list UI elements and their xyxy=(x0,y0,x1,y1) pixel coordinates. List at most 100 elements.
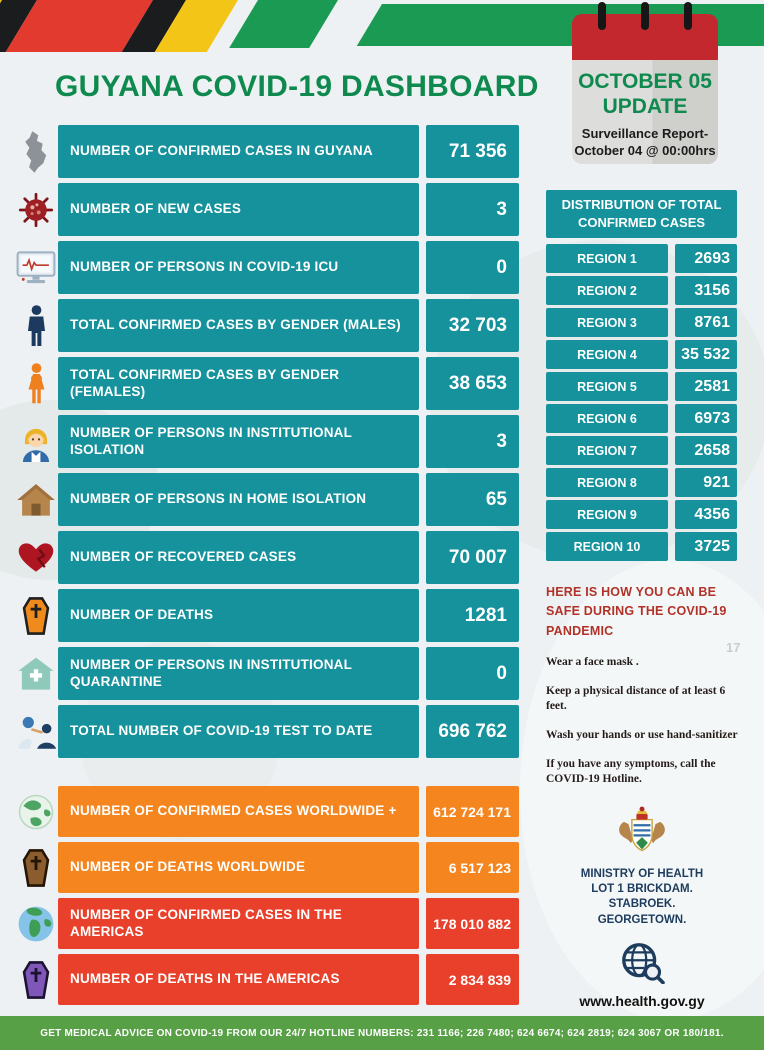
stat-label: TOTAL NUMBER OF COVID-19 TEST TO DATE xyxy=(58,705,419,758)
region-name: REGION 5 xyxy=(546,372,668,401)
region-name: REGION 8 xyxy=(546,468,668,497)
safety-tip: Keep a physical distance of at least 6 f… xyxy=(546,685,726,712)
stat-row: NUMBER OF CONFIRMED CASES IN GUYANA 71 3… xyxy=(14,125,519,178)
world-stat-value: 612 724 171 xyxy=(426,786,519,837)
region-name: REGION 2 xyxy=(546,276,668,305)
world-stat-label: NUMBER OF DEATHS WORLDWIDE xyxy=(58,842,419,893)
safety-section: HERE IS HOW YOU CAN BE SAFE DURING THE C… xyxy=(546,583,742,801)
coat-of-arms-icon xyxy=(615,806,669,863)
stat-value: 1281 xyxy=(426,589,519,642)
region-name: REGION 9 xyxy=(546,500,668,529)
calendar-note-line1: Surveillance Report- xyxy=(581,126,709,142)
hotline-bar: GET MEDICAL ADVICE ON COVID-19 FROM OUR … xyxy=(0,1016,764,1050)
stat-label: TOTAL CONFIRMED CASES BY GENDER (MALES) xyxy=(58,299,419,352)
region-name: REGION 10 xyxy=(546,532,668,561)
globe-green-icon xyxy=(14,794,58,830)
world-stat-value: 6 517 123 xyxy=(426,842,519,893)
stat-label: NUMBER OF PERSONS IN INSTITUTIONAL QUARA… xyxy=(58,647,419,700)
region-name: REGION 4 xyxy=(546,340,668,369)
region-name: REGION 6 xyxy=(546,404,668,433)
flag-stripe-green xyxy=(229,0,338,48)
region-row: REGION 6 6973 xyxy=(546,404,737,433)
ministry-address-line: MINISTRY OF HEALTH xyxy=(580,868,704,880)
region-name: REGION 1 xyxy=(546,244,668,273)
region-row: REGION 2 3156 xyxy=(546,276,737,305)
stat-value: 696 762 xyxy=(426,705,519,758)
calendar-pin-icon xyxy=(641,2,649,30)
hotline-text: GET MEDICAL ADVICE ON COVID-19 FROM OUR … xyxy=(40,1027,724,1039)
stat-value: 70 007 xyxy=(426,531,519,584)
safety-tip: Wash your hands or use hand-sanitizer xyxy=(546,728,738,741)
region-value: 921 xyxy=(675,468,737,497)
world-stat-value: 178 010 882 xyxy=(426,898,519,949)
ministry-address-line: GEORGETOWN. xyxy=(597,913,687,926)
safety-tips-list: Wear a face mask . Keep a physical dista… xyxy=(546,655,742,787)
world-stat-row: NUMBER OF DEATHS IN THE AMERICAS 2 834 8… xyxy=(14,954,519,1005)
stat-label: NUMBER OF DEATHS xyxy=(58,589,419,642)
safety-tip: If you have any symptoms, call the COVID… xyxy=(546,757,716,785)
calendar-note-line2: October 04 @ 00:00hrs xyxy=(574,142,716,158)
icu-monitor-icon xyxy=(14,250,58,285)
calendar-pin-icon xyxy=(598,2,606,30)
stat-row: NUMBER OF PERSONS IN INSTITUTIONAL ISOLA… xyxy=(14,415,519,468)
stat-row: TOTAL NUMBER OF COVID-19 TEST TO DATE 69… xyxy=(14,705,519,758)
guyana-map-icon xyxy=(14,129,58,175)
stat-row: NUMBER OF PERSONS IN COVID-19 ICU 0 xyxy=(14,241,519,294)
safety-tip: Wear a face mask . xyxy=(546,656,639,669)
stat-value: 71 356 xyxy=(426,125,519,178)
stat-value: 3 xyxy=(426,415,519,468)
guyana-stats-list: NUMBER OF CONFIRMED CASES IN GUYANA 71 3… xyxy=(14,125,519,763)
region-value: 2693 xyxy=(675,244,737,273)
ministry-address-line: STABROEK. xyxy=(608,898,676,911)
watermark-number: 17 xyxy=(726,640,741,655)
stat-value: 32 703 xyxy=(426,299,519,352)
region-row: REGION 10 3725 xyxy=(546,532,737,561)
ministry-address-list: MINISTRY OF HEALTH LOT 1 BRICKDAM. STABR… xyxy=(538,867,746,928)
region-row: REGION 7 2658 xyxy=(546,436,737,465)
stat-row: NUMBER OF NEW CASES 3 xyxy=(14,183,519,236)
home-icon xyxy=(14,483,58,517)
safety-header: HERE IS HOW YOU CAN BE SAFE DURING THE C… xyxy=(546,585,727,638)
stat-value: 0 xyxy=(426,647,519,700)
update-calendar: OCTOBER 05 UPDATE Surveillance Report- O… xyxy=(572,2,718,164)
stat-row: NUMBER OF RECOVERED CASES 70 007 xyxy=(14,531,519,584)
web-globe-icon xyxy=(619,942,665,989)
stat-label: NUMBER OF RECOVERED CASES xyxy=(58,531,419,584)
stat-value: 65 xyxy=(426,473,519,526)
region-row: REGION 5 2581 xyxy=(546,372,737,401)
covid-test-icon xyxy=(14,715,58,749)
stat-row: TOTAL CONFIRMED CASES BY GENDER (FEMALES… xyxy=(14,357,519,410)
region-value: 3725 xyxy=(675,532,737,561)
stat-row: NUMBER OF DEATHS 1281 xyxy=(14,589,519,642)
stat-label: NUMBER OF PERSONS IN HOME ISOLATION xyxy=(58,473,419,526)
website-link[interactable]: www.health.gov.gy xyxy=(579,992,705,1009)
stat-label: NUMBER OF PERSONS IN INSTITUTIONAL ISOLA… xyxy=(58,415,419,468)
nurse-icon xyxy=(14,422,58,462)
region-row: REGION 8 921 xyxy=(546,468,737,497)
stat-row: TOTAL CONFIRMED CASES BY GENDER (MALES) … xyxy=(14,299,519,352)
region-value: 3156 xyxy=(675,276,737,305)
stat-label: NUMBER OF PERSONS IN COVID-19 ICU xyxy=(58,241,419,294)
calendar-pin-icon xyxy=(684,2,692,30)
stat-label: NUMBER OF CONFIRMED CASES IN GUYANA xyxy=(58,125,419,178)
coffin-purple-icon xyxy=(14,960,58,1000)
calendar-body: OCTOBER 05 UPDATE Surveillance Report- O… xyxy=(572,60,718,164)
distribution-header: DISTRIBUTION OF TOTAL CONFIRMED CASES xyxy=(546,190,737,238)
male-icon xyxy=(14,303,58,349)
world-stat-label: NUMBER OF DEATHS IN THE AMERICAS xyxy=(58,954,419,1005)
region-value: 2658 xyxy=(675,436,737,465)
region-row: REGION 4 35 532 xyxy=(546,340,737,369)
world-stat-label: NUMBER OF CONFIRMED CASES IN THE AMERICA… xyxy=(58,898,419,949)
stat-label: TOTAL CONFIRMED CASES BY GENDER (FEMALES… xyxy=(58,357,419,410)
coffin-brown-icon xyxy=(14,848,58,888)
region-row: REGION 1 2693 xyxy=(546,244,737,273)
world-stat-row: NUMBER OF CONFIRMED CASES WORLDWIDE + 61… xyxy=(14,786,519,837)
female-icon xyxy=(14,361,58,407)
calendar-date: OCTOBER 05 xyxy=(578,70,712,93)
region-value: 6973 xyxy=(675,404,737,433)
heart-icon xyxy=(14,542,58,573)
region-value: 35 532 xyxy=(675,340,737,369)
quarantine-house-icon xyxy=(14,656,58,691)
region-row: REGION 9 4356 xyxy=(546,500,737,529)
